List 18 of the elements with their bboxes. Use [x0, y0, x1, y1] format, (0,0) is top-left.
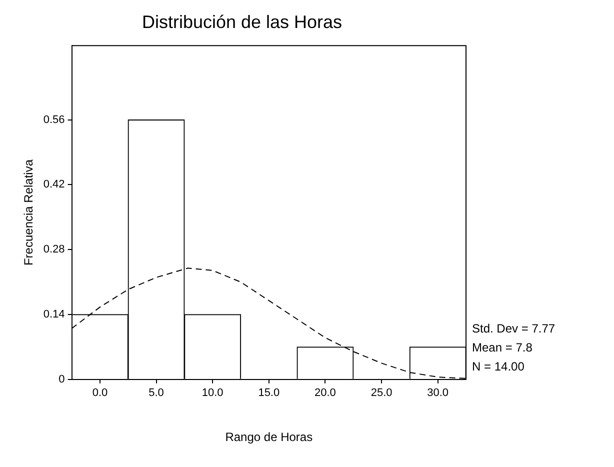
text: Std. Dev = 7.77 [472, 322, 556, 336]
x-tick-label: 25.0 [370, 387, 392, 400]
y-tick-label: 0.42 [43, 178, 65, 191]
text: Mean = 7.8 [472, 340, 533, 355]
x-tick-label: 30.0 [427, 387, 449, 400]
text: N = 14.00 [472, 360, 525, 374]
y-tick-label: 0.28 [43, 244, 65, 256]
x-tick-label: 10.0 [202, 387, 224, 400]
y-axis-title: Frecuencia Relativa [22, 159, 36, 266]
x-tick-label: 15.0 [258, 387, 280, 400]
y-tick-label: 0.14 [43, 308, 65, 321]
x-tick-label: 5.0 [148, 387, 164, 400]
x-tick-label: 0.0 [92, 387, 108, 400]
y-tick-label: 0 [58, 373, 65, 386]
x-axis-title: Rango de Horas [225, 430, 313, 444]
chart-title: Distribución de las Horas [142, 12, 342, 32]
x-tick-label: 20.0 [314, 387, 336, 400]
y-tick-label: 0.56 [43, 114, 65, 126]
